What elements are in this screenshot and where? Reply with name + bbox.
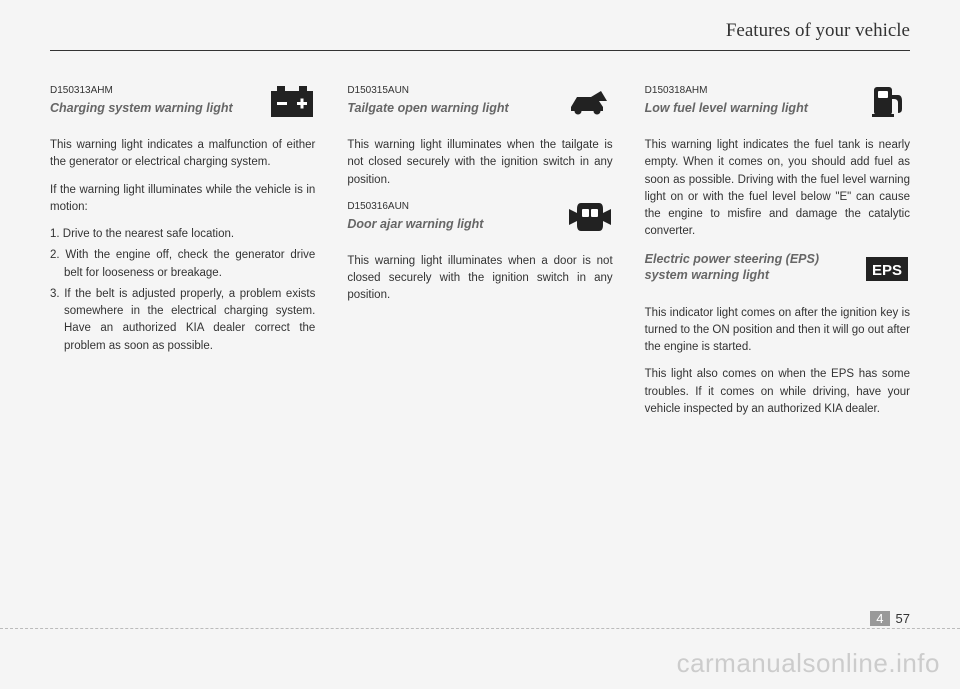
paragraph: If the warning light illuminates while t… [50, 182, 315, 217]
paragraph: This indicator light comes on after the … [645, 305, 910, 357]
section-code: D150318AHM [645, 83, 854, 98]
section-eps: Electric power steering (EPS) system war… [645, 251, 910, 287]
column-1: D150313AHM Charging system warning light… [50, 83, 315, 428]
watermark-text: carmanualsonline.info [677, 648, 940, 679]
section-code: D150316AUN [347, 199, 556, 214]
section-title: Door ajar warning light [347, 216, 556, 233]
paragraph: This warning light illuminates when a do… [347, 253, 612, 305]
manual-page: Features of your vehicle D150313AHM Char… [0, 0, 960, 640]
battery-icon [269, 83, 315, 119]
divider-line [0, 628, 960, 629]
head-text: D150318AHM Low fuel level warning light [645, 83, 854, 117]
fuel-pump-icon [864, 83, 910, 119]
section-code: D150313AHM [50, 83, 259, 98]
section-title: Tailgate open warning light [347, 100, 556, 117]
chapter-number: 4 [870, 611, 889, 626]
page-header: Features of your vehicle [50, 20, 910, 51]
page-index: 57 [896, 611, 910, 626]
paragraph: This light also comes on when the EPS ha… [645, 366, 910, 418]
page-number: 4 57 [870, 611, 910, 626]
section-door-ajar: D150316AUN Door ajar warning light [347, 199, 612, 235]
tailgate-open-icon [567, 83, 613, 119]
list-item: 1. Drive to the nearest safe location. [50, 226, 315, 243]
section-tailgate: D150315AUN Tailgate open warning light [347, 83, 612, 119]
head-text: D150315AUN Tailgate open warning light [347, 83, 556, 117]
head-text: D150316AUN Door ajar warning light [347, 199, 556, 233]
content-columns: D150313AHM Charging system warning light… [50, 83, 910, 428]
paragraph: This warning light indicates the fuel ta… [645, 137, 910, 241]
head-text: D150313AHM Charging system warning light [50, 83, 259, 117]
section-title: Electric power steering (EPS) system war… [645, 251, 854, 285]
paragraph: This warning light indicates a malfuncti… [50, 137, 315, 172]
paragraph: This warning light illuminates when the … [347, 137, 612, 189]
column-3: D150318AHM Low fuel level warning light … [645, 83, 910, 428]
eps-icon: EPS [864, 251, 910, 287]
section-charging: D150313AHM Charging system warning light [50, 83, 315, 119]
svg-text:EPS: EPS [872, 262, 902, 279]
section-title: Low fuel level warning light [645, 100, 854, 117]
door-ajar-icon [567, 199, 613, 235]
section-low-fuel: D150318AHM Low fuel level warning light [645, 83, 910, 119]
column-2: D150315AUN Tailgate open warning light T… [347, 83, 612, 428]
list-item: 3. If the belt is adjusted properly, a p… [50, 286, 315, 355]
list-item: 2. With the engine off, check the genera… [50, 247, 315, 282]
section-title: Charging system warning light [50, 100, 259, 117]
head-text: Electric power steering (EPS) system war… [645, 251, 854, 285]
section-code: D150315AUN [347, 83, 556, 98]
